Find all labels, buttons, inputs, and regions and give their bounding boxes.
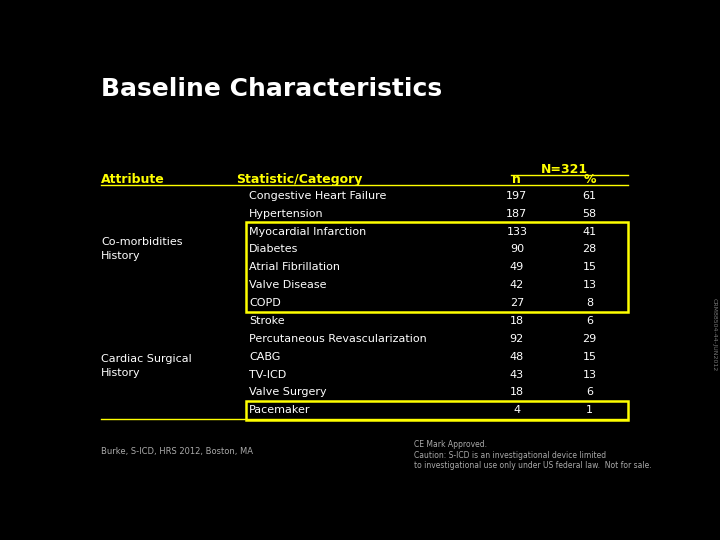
Text: %: % (583, 173, 595, 186)
Text: Myocardial Infarction: Myocardial Infarction (249, 227, 366, 237)
Text: 13: 13 (582, 280, 596, 290)
Text: 1: 1 (586, 406, 593, 415)
Text: 133: 133 (506, 227, 527, 237)
Text: COPD: COPD (249, 298, 281, 308)
Text: to investigational use only under US federal law.  Not for sale.: to investigational use only under US fed… (413, 461, 652, 470)
Text: Valve Disease: Valve Disease (249, 280, 327, 290)
Text: Hypertension: Hypertension (249, 208, 324, 219)
Text: Cardiac Surgical
History: Cardiac Surgical History (101, 354, 192, 377)
Text: Congestive Heart Failure: Congestive Heart Failure (249, 191, 387, 201)
Text: Caution: S-ICD is an investigational device limited: Caution: S-ICD is an investigational dev… (413, 451, 606, 460)
Text: Pacemaker: Pacemaker (249, 406, 310, 415)
Text: 15: 15 (582, 352, 596, 362)
Text: Statistic/Category: Statistic/Category (236, 173, 362, 186)
Text: Baseline Characteristics: Baseline Characteristics (101, 77, 442, 102)
Text: 18: 18 (510, 388, 524, 397)
Text: Attribute: Attribute (101, 173, 165, 186)
Text: 90: 90 (510, 245, 524, 254)
Text: Stroke: Stroke (249, 316, 284, 326)
Text: 6: 6 (586, 388, 593, 397)
Text: Valve Surgery: Valve Surgery (249, 388, 327, 397)
Text: 6: 6 (586, 316, 593, 326)
Text: 28: 28 (582, 245, 597, 254)
Text: 42: 42 (510, 280, 524, 290)
Text: 197: 197 (506, 191, 528, 201)
Text: 4: 4 (513, 406, 521, 415)
Text: 8: 8 (586, 298, 593, 308)
Text: CRM88504-44-JUN2012: CRM88504-44-JUN2012 (712, 298, 716, 372)
Text: 61: 61 (582, 191, 596, 201)
Text: Diabetes: Diabetes (249, 245, 298, 254)
Text: Atrial Fibrillation: Atrial Fibrillation (249, 262, 340, 272)
Text: 15: 15 (582, 262, 596, 272)
Text: CABG: CABG (249, 352, 280, 362)
Text: 27: 27 (510, 298, 524, 308)
Text: 48: 48 (510, 352, 524, 362)
Text: Burke, S-ICD, HRS 2012, Boston, MA: Burke, S-ICD, HRS 2012, Boston, MA (101, 447, 253, 456)
Text: Percutaneous Revascularization: Percutaneous Revascularization (249, 334, 427, 344)
Bar (246, 222, 629, 312)
Bar (246, 401, 629, 420)
Text: TV-ICD: TV-ICD (249, 369, 287, 380)
Text: 29: 29 (582, 334, 597, 344)
Text: 18: 18 (510, 316, 524, 326)
Text: 43: 43 (510, 369, 524, 380)
Text: n: n (513, 173, 521, 186)
Text: N=321: N=321 (541, 163, 588, 176)
Text: 41: 41 (582, 227, 596, 237)
Text: 49: 49 (510, 262, 524, 272)
Text: 58: 58 (582, 208, 596, 219)
Text: CE Mark Approved.: CE Mark Approved. (413, 441, 487, 449)
Text: Co-morbidities
History: Co-morbidities History (101, 238, 183, 261)
Text: 92: 92 (510, 334, 524, 344)
Text: 187: 187 (506, 208, 528, 219)
Text: 13: 13 (582, 369, 596, 380)
